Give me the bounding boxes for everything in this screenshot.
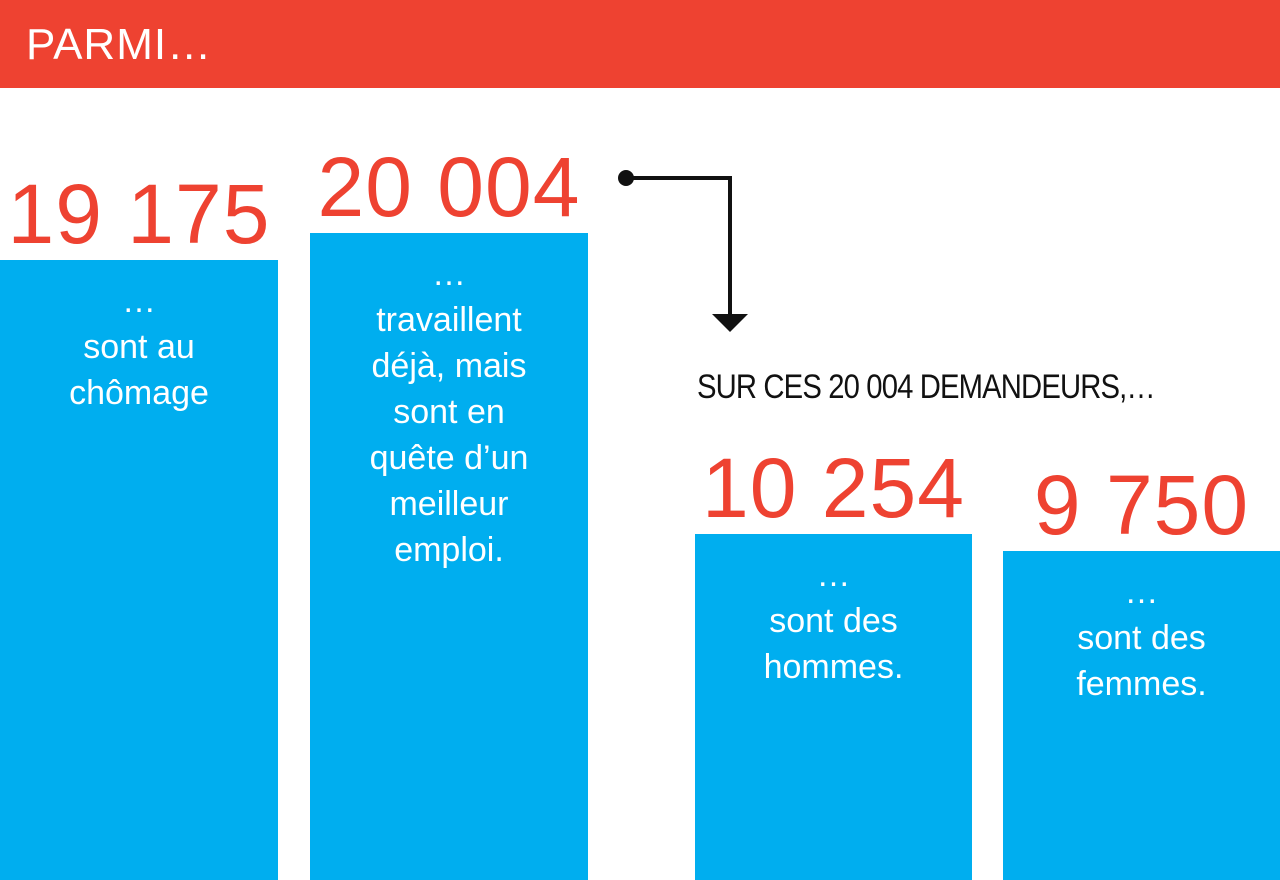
value-label: 10 254 <box>702 441 965 535</box>
value-label: 19 175 <box>7 167 271 261</box>
bar-1: … travaillent déjà, mais sont en quête d… <box>310 233 588 880</box>
bar-label: … travaillent déjà, mais sont en quête d… <box>369 255 529 569</box>
arrow-line <box>626 176 732 318</box>
arrow-head-icon <box>712 314 748 332</box>
bar-label: … sont des femmes. <box>1076 573 1207 703</box>
bar-label: … sont au chômage <box>69 282 209 412</box>
header-title: PARMI… <box>26 20 213 69</box>
bar-0: … sont au chômage <box>0 260 278 880</box>
header-banner: PARMI… <box>0 0 1280 88</box>
value-label: 9 750 <box>1033 458 1250 552</box>
bar-2: … sont des hommes. <box>695 534 972 880</box>
bar-label: … sont des hommes. <box>763 556 904 686</box>
breakdown-subheading: SUR CES 20 004 DEMANDEURS,… <box>697 368 1156 406</box>
value-label: 20 004 <box>317 140 581 234</box>
bar-3: … sont des femmes. <box>1003 551 1280 880</box>
